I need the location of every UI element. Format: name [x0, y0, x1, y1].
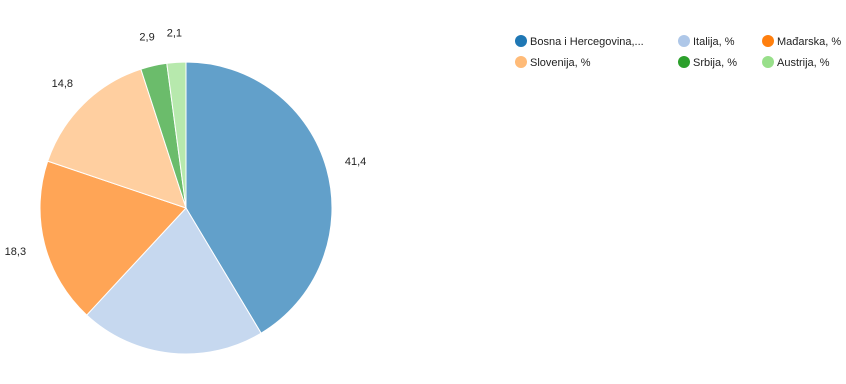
legend-item[interactable]: Srbija, %: [678, 56, 737, 69]
slice-value-label: 41,4: [345, 156, 366, 168]
slice-value-label: 2,1: [167, 27, 182, 39]
legend: Bosna i Hercegovina,... Italija, % Mađarsk…: [515, 35, 841, 69]
legend-swatch-icon: [762, 35, 774, 47]
slice-value-label: 18,3: [5, 246, 26, 258]
legend-item[interactable]: Bosna i Hercegovina,...: [515, 35, 644, 48]
pie-slices: [39, 61, 333, 355]
slice-value-label: 14,8: [52, 78, 73, 90]
legend-item[interactable]: Austrija, %: [762, 56, 830, 69]
legend-swatch-icon: [762, 56, 774, 68]
legend-label: Austrija, %: [777, 57, 830, 69]
pie-slice: [39, 160, 187, 316]
legend-label: Srbija, %: [693, 57, 737, 69]
legend-item[interactable]: Mađarska, %: [762, 35, 841, 48]
legend-swatch-icon: [515, 56, 527, 68]
pie-slice: [86, 207, 262, 355]
pie-value-labels: 41,420.518,314,82,92,1: [5, 27, 367, 384]
legend-label: Bosna i Hercegovina,...: [530, 36, 644, 48]
slice-value-label: 2,9: [139, 31, 154, 43]
legend-item[interactable]: Italija, %: [678, 35, 735, 48]
legend-swatch-icon: [678, 35, 690, 47]
legend-label: Slovenija, %: [530, 57, 591, 69]
legend-swatch-icon: [678, 56, 690, 68]
legend-swatch-icon: [515, 35, 527, 47]
pie-slice: [47, 68, 187, 209]
pie-slice: [166, 61, 187, 209]
legend-label: Mađarska, %: [777, 36, 841, 48]
legend-item[interactable]: Slovenija, %: [515, 56, 591, 69]
legend-label: Italija, %: [693, 36, 735, 48]
pie-slice: [185, 61, 333, 334]
